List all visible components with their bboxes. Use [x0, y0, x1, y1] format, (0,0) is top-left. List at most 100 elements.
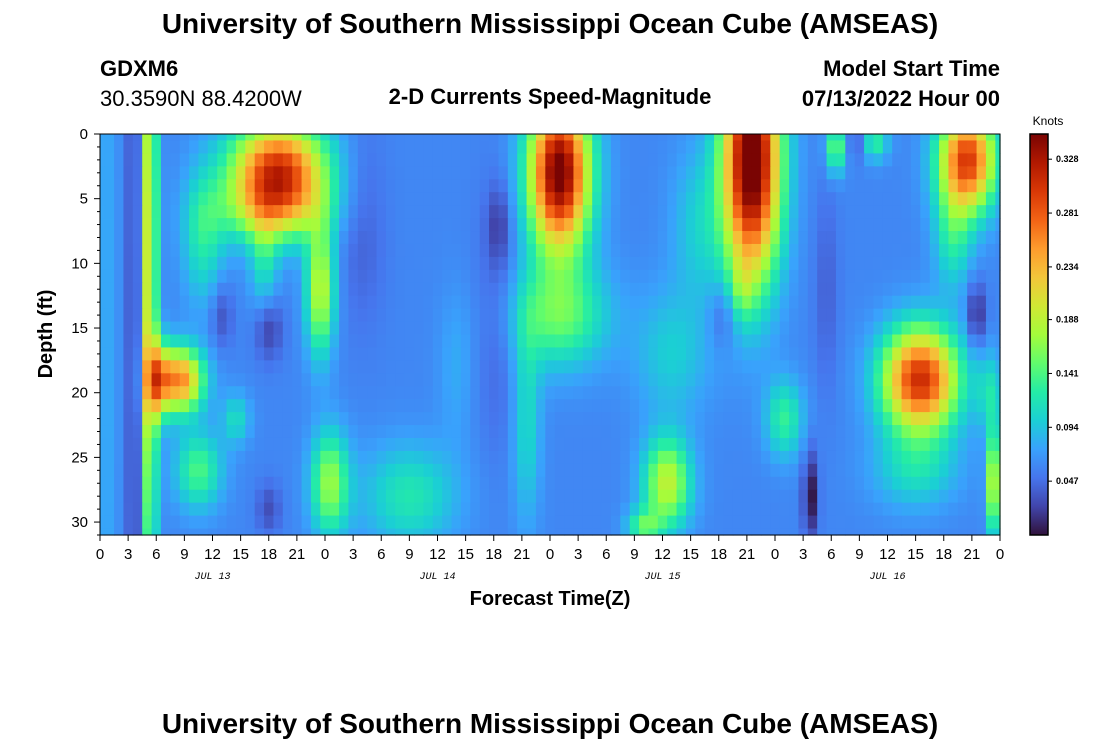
heatmap-cell	[479, 153, 490, 167]
heatmap-cell	[498, 386, 509, 400]
heatmap-cell	[920, 179, 931, 193]
heatmap-cell	[104, 412, 115, 426]
heatmap-cell	[535, 528, 546, 536]
heatmap-cell	[151, 450, 162, 465]
heatmap-cell	[601, 308, 612, 323]
heatmap-cell	[554, 295, 565, 310]
heatmap-cell	[432, 243, 443, 258]
heatmap-cell	[460, 269, 471, 284]
heatmap-cell	[189, 347, 200, 361]
heatmap-cell	[789, 295, 800, 310]
heatmap-cell	[948, 269, 959, 284]
heatmap-cell	[807, 243, 818, 258]
heatmap-cell	[798, 192, 809, 206]
heatmap-cell	[142, 463, 153, 478]
heatmap-cell	[357, 347, 368, 361]
heatmap-cell	[357, 231, 368, 245]
heatmap-cell	[132, 360, 143, 374]
heatmap-cell	[217, 282, 228, 297]
heatmap-cell	[217, 295, 228, 310]
heatmap-cell	[639, 489, 650, 504]
heatmap-cell	[282, 515, 293, 530]
heatmap-cell	[310, 218, 321, 232]
heatmap-cell	[826, 218, 837, 232]
heatmap-cell	[292, 489, 303, 504]
heatmap-cell	[798, 399, 809, 413]
heatmap-cell	[685, 153, 696, 167]
heatmap-cell	[179, 334, 190, 349]
heatmap-cell	[826, 450, 837, 465]
heatmap-cell	[667, 282, 678, 297]
heatmap-cell	[667, 528, 678, 536]
heatmap-cell	[676, 515, 687, 530]
heatmap-cell	[892, 308, 903, 323]
heatmap-cell	[217, 153, 228, 167]
heatmap-cell	[639, 502, 650, 517]
heatmap-cell	[507, 269, 518, 284]
heatmap-cell	[592, 166, 603, 180]
heatmap-cell	[564, 166, 575, 180]
heatmap-cell	[667, 425, 678, 439]
heatmap-cell	[629, 166, 640, 180]
heatmap-cell	[995, 243, 1001, 258]
heatmap-cell	[732, 256, 743, 271]
heatmap-cell	[864, 140, 875, 155]
heatmap-cell	[723, 166, 734, 180]
heatmap-cell	[142, 179, 153, 193]
heatmap-cell	[592, 489, 603, 504]
heatmap-cell	[404, 295, 415, 310]
heatmap-cell	[385, 515, 396, 530]
heatmap-cell	[704, 166, 715, 180]
heatmap-cell	[582, 243, 593, 258]
heatmap-cell	[235, 450, 246, 465]
heatmap-cell	[179, 360, 190, 374]
heatmap-cell	[985, 192, 996, 206]
heatmap-cell	[442, 269, 453, 284]
heatmap-cell	[826, 256, 837, 271]
heatmap-cell	[976, 437, 987, 452]
heatmap-cell	[676, 399, 687, 413]
heatmap-cell	[507, 218, 518, 232]
heatmap-cell	[620, 205, 631, 219]
heatmap-cell	[367, 412, 378, 426]
colorbar-tick-label: 0.328	[1056, 154, 1079, 164]
heatmap-cell	[479, 308, 490, 323]
heatmap-cell	[620, 515, 631, 530]
heatmap-cell	[742, 489, 753, 504]
heatmap-cell	[798, 140, 809, 155]
heatmap-cell	[404, 334, 415, 349]
heatmap-cell	[995, 153, 1001, 167]
heatmap-cell	[132, 425, 143, 439]
heatmap-cell	[939, 347, 950, 361]
heatmap-cell	[273, 218, 284, 232]
heatmap-cell	[348, 489, 359, 504]
heatmap-cell	[442, 373, 453, 387]
heatmap-cell	[985, 412, 996, 426]
heatmap-cell	[320, 282, 331, 297]
heatmap-cell	[207, 321, 218, 336]
heatmap-cell	[742, 386, 753, 400]
heatmap-cell	[498, 515, 509, 530]
heatmap-cell	[123, 153, 134, 167]
heatmap-cell	[254, 515, 265, 530]
heatmap-cell	[835, 205, 846, 219]
heatmap-cell	[123, 282, 134, 297]
heatmap-cell	[835, 334, 846, 349]
heatmap-cell	[976, 450, 987, 465]
heatmap-cell	[189, 134, 200, 142]
heatmap-cell	[348, 476, 359, 491]
heatmap-cell	[817, 295, 828, 310]
heatmap-cell	[385, 140, 396, 155]
heatmap-cell	[273, 153, 284, 167]
heatmap-cell	[910, 476, 921, 491]
heatmap-cell	[657, 269, 668, 284]
heatmap-cell	[817, 179, 828, 193]
heatmap-cell	[789, 515, 800, 530]
heatmap-cell	[151, 295, 162, 310]
heatmap-cell	[835, 515, 846, 530]
heatmap-cell	[779, 437, 790, 452]
heatmap-cell	[282, 166, 293, 180]
heatmap-cell	[601, 134, 612, 142]
heatmap-cell	[620, 528, 631, 536]
heatmap-cell	[779, 166, 790, 180]
